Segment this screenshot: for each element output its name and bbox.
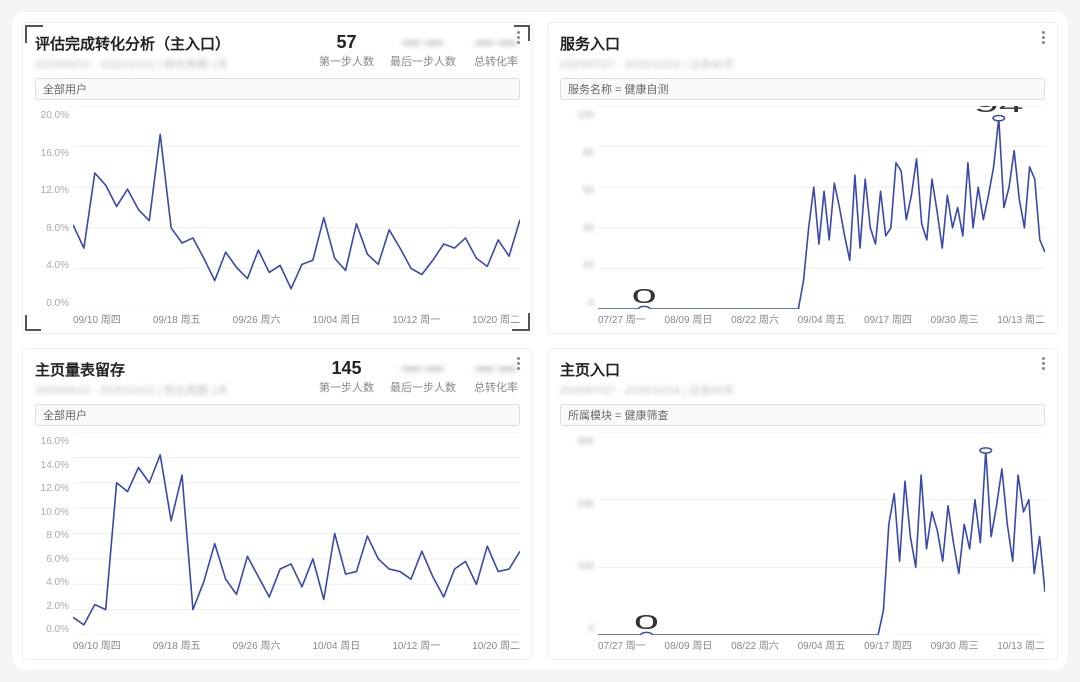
card-header: 服务入口 2020/07/27 - 2020/10/24 | 过去90天 xyxy=(560,33,1045,72)
kpi-first-step: 57 第一步人数 xyxy=(319,33,374,69)
chart: 100806040200 0 94 07/27 周一08/09 周日08/22 周… xyxy=(560,106,1045,327)
card-title: 服务入口 xyxy=(560,33,734,54)
kpi-value: 145 xyxy=(331,359,361,377)
card-homepage-retention[interactable]: 主页量表留存 2020/09/10 - 2020/10/22 | 转化周期 1天… xyxy=(22,348,533,660)
filter-tag[interactable]: 服务名称 = 健康自测 xyxy=(560,78,1045,100)
kpi-first-step: 145 第一步人数 xyxy=(319,359,374,395)
card-homepage-entry[interactable]: 主页入口 2020/07/27 - 2020/10/24 | 过去90天 所属模… xyxy=(547,348,1058,660)
card-header: 主页入口 2020/07/27 - 2020/10/24 | 过去90天 xyxy=(560,359,1045,398)
filter-tag[interactable]: 全部用户 xyxy=(35,78,520,100)
kpi-value: — — xyxy=(475,33,516,51)
kpi-last-step: — — 最后一步人数 xyxy=(390,359,456,395)
chart: 3002001000 0 07/27 周一08/09 周日08/22 周六09/… xyxy=(560,432,1045,653)
kpi-label: 最后一步人数 xyxy=(390,53,456,69)
filter-tag[interactable]: 全部用户 xyxy=(35,404,520,426)
card-header: 主页量表留存 2020/09/10 - 2020/10/22 | 转化周期 1天… xyxy=(35,359,520,398)
x-axis: 07/27 周一08/09 周日08/22 周六09/04 周五09/17 周四… xyxy=(598,309,1045,327)
svg-text:0: 0 xyxy=(632,285,657,307)
card-subtitle: 2020/09/10 - 2020/10/22 | 转化周期 1天 xyxy=(35,56,230,72)
kpi-label: 最后一步人数 xyxy=(390,379,456,395)
kpi-conversion: — — 总转化率 xyxy=(472,33,520,69)
y-axis: 100806040200 xyxy=(560,106,598,327)
card-subtitle: 2020/07/27 - 2020/10/24 | 过去90天 xyxy=(560,56,734,72)
kpi-label: 总转化率 xyxy=(474,379,518,395)
card-header: 评估完成转化分析（主入口） 2020/09/10 - 2020/10/22 | … xyxy=(35,33,520,72)
plot-area: 09/10 周四09/18 周五09/26 周六10/04 周日10/12 周一… xyxy=(73,432,520,653)
svg-text:0: 0 xyxy=(634,611,659,633)
more-icon[interactable] xyxy=(1035,355,1051,371)
card-title: 主页入口 xyxy=(560,359,734,380)
card-title: 评估完成转化分析（主入口） xyxy=(35,33,230,54)
kpi-last-step: — — 最后一步人数 xyxy=(390,33,456,69)
chart: 20.0%16.0%12.0%8.0%4.0%0.0% 09/10 周四09/1… xyxy=(35,106,520,327)
more-icon[interactable] xyxy=(1035,29,1051,45)
card-subtitle: 2020/07/27 - 2020/10/24 | 过去90天 xyxy=(560,382,734,398)
kpi-value: — — xyxy=(402,33,443,51)
y-axis: 16.0%14.0%12.0%10.0%8.0%6.0%4.0%2.0%0.0% xyxy=(35,432,73,653)
kpi-value: — — xyxy=(402,359,443,377)
kpi-value: 57 xyxy=(336,33,356,51)
kpi-row: 145 第一步人数 — — 最后一步人数 — — 总转化率 xyxy=(319,359,520,395)
card-funnel-main-entry[interactable]: 评估完成转化分析（主入口） 2020/09/10 - 2020/10/22 | … xyxy=(22,22,533,334)
plot-area: 09/10 周四09/18 周五09/26 周六10/04 周日10/12 周一… xyxy=(73,106,520,327)
kpi-conversion: — — 总转化率 xyxy=(472,359,520,395)
card-title: 主页量表留存 xyxy=(35,359,228,380)
svg-text:94: 94 xyxy=(974,106,1024,117)
x-axis: 07/27 周一08/09 周日08/22 周六09/04 周五09/17 周四… xyxy=(598,635,1045,653)
chart: 16.0%14.0%12.0%10.0%8.0%6.0%4.0%2.0%0.0%… xyxy=(35,432,520,653)
card-subtitle: 2020/09/10 - 2020/10/22 | 转化周期 1天 xyxy=(35,382,228,398)
kpi-label: 第一步人数 xyxy=(319,379,374,395)
y-axis: 3002001000 xyxy=(560,432,598,653)
x-axis: 09/10 周四09/18 周五09/26 周六10/04 周日10/12 周一… xyxy=(73,635,520,653)
kpi-value: — — xyxy=(475,359,516,377)
kpi-row: 57 第一步人数 — — 最后一步人数 — — 总转化率 xyxy=(319,33,520,69)
card-service-entry[interactable]: 服务入口 2020/07/27 - 2020/10/24 | 过去90天 服务名… xyxy=(547,22,1058,334)
y-axis: 20.0%16.0%12.0%8.0%4.0%0.0% xyxy=(35,106,73,327)
x-axis: 09/10 周四09/18 周五09/26 周六10/04 周日10/12 周一… xyxy=(73,309,520,327)
kpi-label: 总转化率 xyxy=(474,53,518,69)
plot-area: 0 94 07/27 周一08/09 周日08/22 周六09/04 周五09/1… xyxy=(598,106,1045,327)
filter-tag[interactable]: 所属模块 = 健康筛查 xyxy=(560,404,1045,426)
dashboard-grid: 评估完成转化分析（主入口） 2020/09/10 - 2020/10/22 | … xyxy=(12,12,1068,670)
kpi-label: 第一步人数 xyxy=(319,53,374,69)
plot-area: 0 07/27 周一08/09 周日08/22 周六09/04 周五09/17 … xyxy=(598,432,1045,653)
